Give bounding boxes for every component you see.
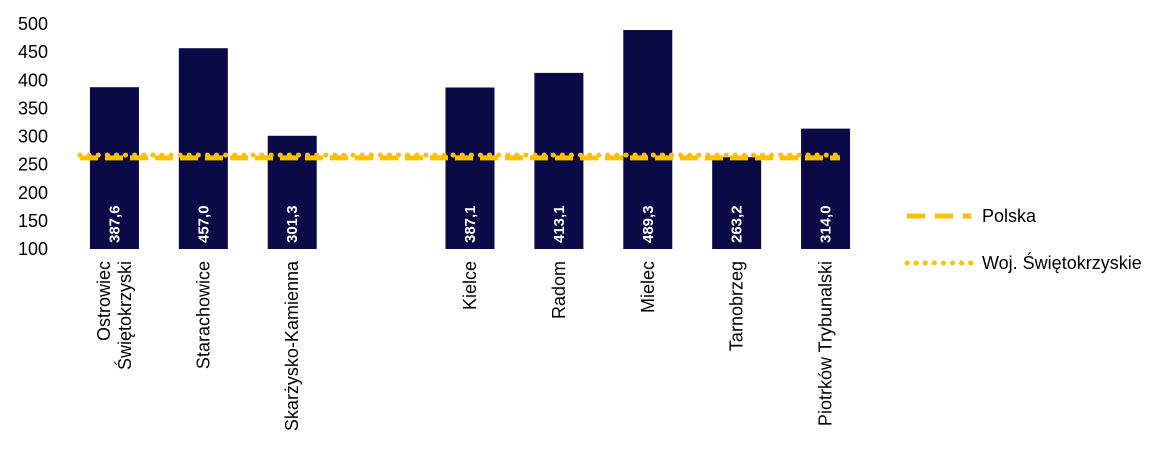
bar-value-label: 489,3 (640, 205, 657, 243)
y-tick-label: 100 (18, 239, 48, 259)
bar-value-label: 263,2 (729, 205, 746, 243)
reference-lines (77, 152, 843, 161)
x-category-label: Radom (549, 261, 569, 319)
y-tick-label: 200 (18, 183, 48, 203)
bar (178, 48, 228, 249)
bar-value-label: 301,3 (284, 205, 301, 243)
bar-value-label: 387,1 (462, 205, 479, 243)
x-category-label: Skarżysko-Kamienna (282, 260, 302, 431)
bar (801, 128, 851, 249)
x-category-label: Mielec (638, 261, 658, 313)
legend: Polska Woj. Świętokrzyskie (904, 206, 1142, 273)
y-tick-label: 450 (18, 42, 48, 62)
bar (534, 72, 584, 249)
x-axis: Ostrowiec Świętokrzyski Starachowice Skarży… (94, 260, 836, 431)
y-tick-label: 350 (18, 98, 48, 118)
y-tick-label: 500 (18, 14, 48, 34)
bar-value-label: 387,6 (106, 205, 123, 243)
bar (89, 87, 139, 249)
bar-value-label: 413,1 (551, 205, 568, 243)
value-labels: 387,6 457,0 301,3 387,1 413,1 489,3 263,2 314,0 (106, 205, 834, 243)
legend-label: Woj. Świętokrzyskie (982, 252, 1142, 273)
y-tick-label: 150 (18, 211, 48, 231)
legend-label: Polska (982, 206, 1037, 226)
x-category-label: Ostrowiec (94, 261, 114, 341)
bar (445, 87, 495, 249)
bar-value-label: 314,0 (818, 205, 835, 243)
y-tick-label: 300 (18, 127, 48, 147)
x-category-label: Kielce (460, 261, 480, 310)
bar (712, 157, 762, 249)
x-category-label: Piotrków Trybunalski (816, 261, 836, 426)
y-axis: 100 150 200 250 300 350 400 450 500 (18, 14, 48, 259)
x-category-label: Tarnobrzeg (727, 261, 747, 351)
x-category-label: Świętokrzyski (114, 261, 135, 370)
bars (89, 30, 851, 249)
y-tick-label: 250 (18, 155, 48, 175)
bar-value-label: 457,0 (195, 205, 212, 243)
bar (623, 30, 673, 249)
x-category-label: Starachowice (193, 261, 213, 369)
y-tick-label: 400 (18, 70, 48, 90)
